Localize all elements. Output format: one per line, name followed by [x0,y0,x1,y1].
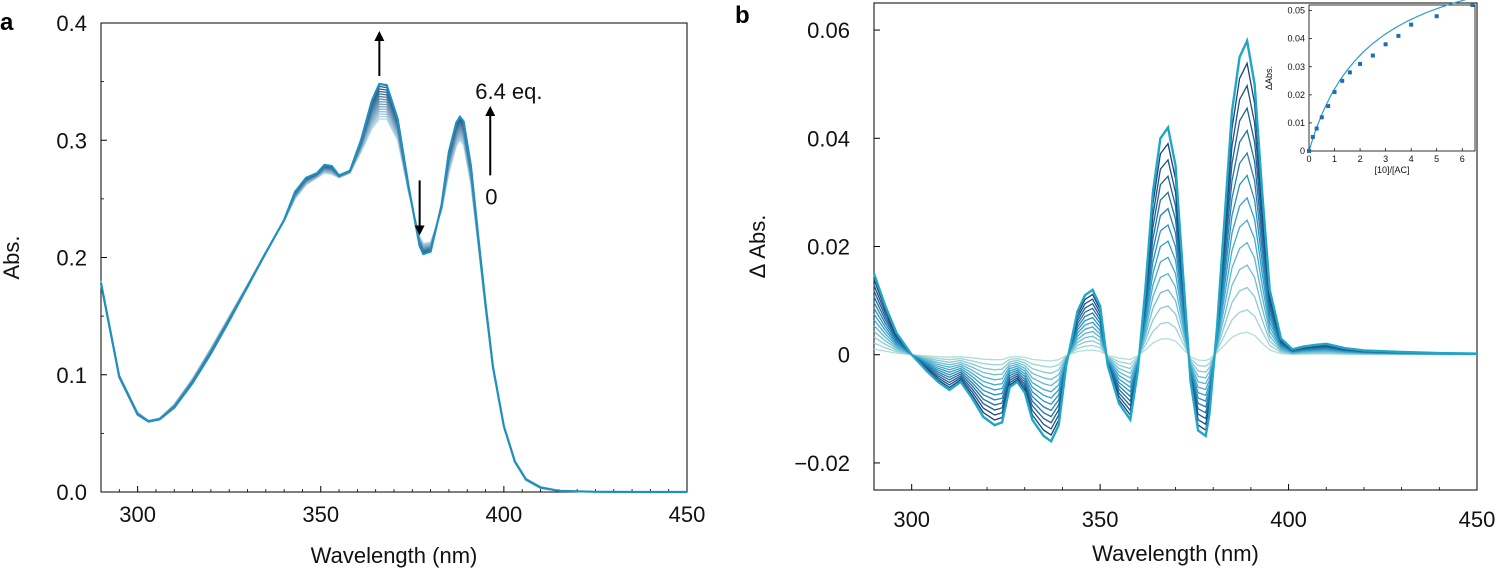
panel-b-label: b [735,2,750,29]
inset-x-axis-title: [10]/[AC] [1374,165,1409,175]
inset-y-tick-label: 0 [1300,146,1305,156]
inset-data-point [1314,126,1319,131]
inset-data-point [1409,22,1414,27]
spectrum-curve [100,88,687,493]
inset-data-point [1326,104,1331,109]
y-tick-label: 0 [838,343,850,368]
inset-data-point [1383,42,1388,47]
inset-data-point [1310,134,1315,139]
inset-x-tick-label: 4 [1409,154,1414,164]
panel-a-frame [100,22,688,493]
inset-y-axis-title: ΔAbs. [1264,66,1274,90]
inset-frame [1308,4,1476,152]
y-tick-label: 0.06 [807,18,850,43]
spectrum-curve [100,110,687,493]
inset-data-point [1396,33,1401,38]
x-tick-label: 450 [669,502,706,527]
x-tick-label: 400 [486,502,523,527]
spectrum-curve [99,82,687,494]
inset-points [1307,3,1475,153]
panel-a-ticks: 300 350 400 450 0.0 0.1 0.2 0.3 0.4 [56,11,705,527]
inset-data-point [1358,61,1363,66]
inset-y-tick-label: 0.05 [1287,6,1305,16]
x-tick-label: 300 [893,507,930,532]
spectrum-curve [100,115,687,493]
inset-y-tick-label: 0.03 [1287,62,1305,72]
eq-top-label: 6.4 eq. [475,79,542,104]
inset-data-point [1332,90,1337,95]
spectrum-curve [100,90,687,493]
panel-a-annotations: 6.4 eq. 0 [374,30,543,236]
inset-x-tick-label: 2 [1358,154,1363,164]
panel-a-x-axis-title: Wavelength (nm) [311,543,478,568]
x-tick-label: 350 [1082,507,1119,532]
inset-y-tick-label: 0.02 [1287,90,1305,100]
inset-y-tick-label: 0.04 [1287,34,1305,44]
spectrum-curve [100,95,687,493]
x-tick-label: 300 [119,502,156,527]
inset-x-tick-label: 1 [1332,154,1337,164]
spectrum-curve [100,93,687,493]
inset-data-point [1307,149,1311,153]
difference-curve [872,36,1478,444]
panel-b-curves [872,36,1478,444]
panel-a-y-axis-title: Abs. [0,235,24,279]
inset-data-point [1470,3,1475,7]
inset-x-tick-label: 5 [1434,154,1439,164]
inset-data-point [1347,70,1352,75]
difference-curve [873,309,1478,368]
y-tick-label: 0.04 [807,126,850,151]
y-tick-label: 0.2 [56,246,87,271]
spectrum-curve [100,98,687,493]
spectrum-curve [100,100,687,493]
spectrum-curve [100,103,687,493]
spectrum-curve [100,85,687,493]
panel-b-y-axis-title: Δ Abs. [745,215,770,279]
spectrum-curve [100,118,687,493]
panel-b-x-axis-title: Wavelength (nm) [1092,541,1259,566]
spectrum-curve [100,105,687,493]
y-tick-label: 0.4 [56,11,87,36]
y-tick-label: 0.02 [807,235,850,260]
spectrum-curve [100,108,687,493]
inset-x-tick-label: 6 [1460,154,1465,164]
y-tick-label: 0.0 [56,480,87,505]
x-tick-label: 450 [1459,507,1496,532]
inset-data-point [1370,53,1375,58]
binding-inset: 0 1 2 3 4 5 6 0 0.01 0.02 0.03 0.04 0.05 [10]/[AC] Δ… [1264,0,1476,175]
y-tick-label: 0.3 [56,128,87,153]
y-tick-label: 0.1 [56,363,87,388]
inset-x-tick-label: 0 [1306,154,1311,164]
x-tick-label: 350 [302,502,339,527]
spectrum-curve [100,113,687,493]
inset-y-tick-label: 0.01 [1287,118,1305,128]
inset-x-tick-label: 3 [1383,154,1388,164]
inset-fit-curve [1308,0,1467,152]
panel-a-label: a [0,9,14,36]
y-tick-label: −0.02 [794,451,850,476]
difference-curve [873,331,1477,362]
inset-data-point [1434,14,1439,19]
inset-data-point [1319,115,1324,120]
eq-bottom-label: 0 [485,185,497,210]
panel-a-curves [99,82,687,494]
x-tick-label: 400 [1270,507,1307,532]
inset-ticks: 0 1 2 3 4 5 6 0 0.01 0.02 0.03 0.04 0.05 [1287,6,1464,164]
inset-data-point [1340,78,1345,83]
